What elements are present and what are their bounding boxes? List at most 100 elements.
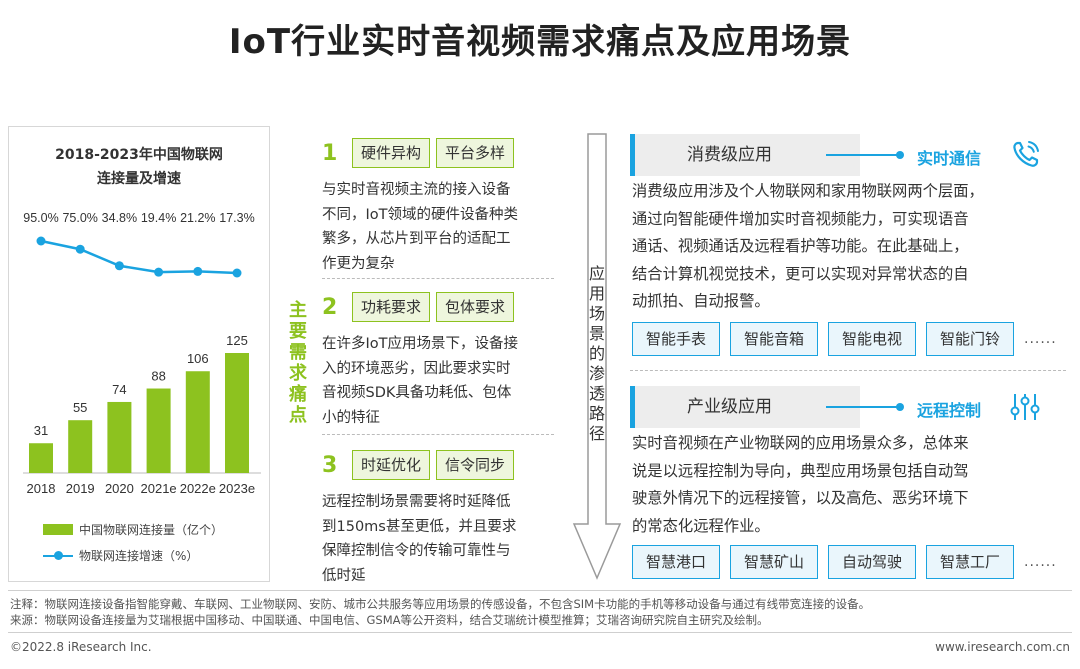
industrial-tag: 智慧矿山 xyxy=(730,545,818,579)
notes-rule xyxy=(8,590,1072,591)
pain-description: 在许多IoT应用场景下，设备接 入的环境恶劣，因此要求实时 音视频SDK具备功耗… xyxy=(318,332,556,430)
connector-dot xyxy=(896,403,904,411)
pain-tag: 平台多样 xyxy=(436,138,515,168)
bar xyxy=(146,388,171,473)
industrial-line: 驶意外情况下的远程接管，以及高危、恶劣环境下 xyxy=(632,489,969,508)
consumer-tag: 智能电视 xyxy=(828,322,916,356)
industrial-tag: 智慧工厂 xyxy=(926,545,1014,579)
industrial-tag: 自动驾驶 xyxy=(828,545,916,579)
pain-number: 1 xyxy=(322,140,338,166)
consumer-line: 消费级应用涉及个人物联网和家用物联网两个层面， xyxy=(632,182,984,200)
consumer-line: 动抓拍、自动报警。 xyxy=(632,292,770,311)
website: www.iresearch.com.cn xyxy=(935,640,1070,654)
x-tick-label: 2019 xyxy=(66,481,95,496)
bar-value-label: 125 xyxy=(226,333,248,348)
legend-line: 物联网连接增速（%） xyxy=(43,547,198,564)
consumer-tag: 智能音箱 xyxy=(730,322,818,356)
industrial-line: 实时音视频在产业物联网的应用场景众多，总体来 xyxy=(632,434,969,452)
connector-dot xyxy=(896,151,904,159)
pain-line: 小的特征 xyxy=(322,409,380,426)
arrow-label: 应用场景的渗透路径 xyxy=(588,264,605,443)
sliders-icon xyxy=(1010,391,1040,427)
more-ellipsis: ...... xyxy=(1024,331,1057,347)
source-line: 来源：物联网设备连接量为艾瑞根据中国移动、中国联通、中国电信、GSMA等公开资料… xyxy=(10,613,769,627)
industrial-line: 说是以远程控制为导向，典型应用场景包括自动驾 xyxy=(632,461,969,480)
pain-tag: 信令同步 xyxy=(436,450,515,480)
legend-bar-label: 中国物联网连接量（亿个） xyxy=(79,523,224,537)
x-tick-label: 2018 xyxy=(27,481,56,496)
legend-line-swatch xyxy=(43,550,73,560)
bar xyxy=(225,353,249,473)
legend-bar-swatch xyxy=(43,524,73,535)
industrial-tag: 智慧港口 xyxy=(632,545,720,579)
connector-line xyxy=(826,406,898,408)
x-tick-label: 2023e xyxy=(219,481,255,496)
pain-tag: 包体要求 xyxy=(436,292,515,322)
consumer-description: 消费级应用涉及个人物联网和家用物联网两个层面， 通过向智能硬件增加实时音视频能力… xyxy=(632,178,1062,316)
growth-value-label: 21.2% xyxy=(180,211,215,225)
divider xyxy=(322,434,554,435)
growth-point xyxy=(36,236,46,246)
consumer-tag: 智能手表 xyxy=(632,322,720,356)
growth-point xyxy=(114,261,124,271)
bar-value-label: 31 xyxy=(34,423,48,438)
x-tick-label: 2021e xyxy=(141,481,177,496)
phone-icon xyxy=(1010,138,1042,174)
chart-title-line2: 连接量及增速 xyxy=(97,171,181,187)
consumer-tag: 智能门铃 xyxy=(926,322,1014,356)
industrial-description: 实时音视频在产业物联网的应用场景众多，总体来 说是以远程控制为导向，典型应用场景… xyxy=(632,430,1062,540)
copyright: ©2022.8 iResearch Inc. xyxy=(10,640,152,654)
consumer-line: 结合计算机视觉技术，更可以实现对异常状态的自 xyxy=(632,264,969,283)
bar-value-label: 74 xyxy=(112,382,126,397)
pain-number: 3 xyxy=(322,452,338,478)
chart-panel: 2018-2023年中国物联网 连接量及增速 31 2018 55 2019 74 202… xyxy=(8,126,270,582)
pain-tag: 硬件异构 xyxy=(352,138,431,168)
pain-description: 与实时音视频主流的接入设备 不同，IoT领域的硬件设备种类 繁多，从芯片到平台的… xyxy=(318,178,556,276)
divider xyxy=(630,370,1066,371)
consumer-highlight: 实时通信 xyxy=(917,149,982,168)
growth-point xyxy=(232,268,242,278)
connector-line xyxy=(826,154,898,156)
chart-svg: 31 2018 55 2019 74 2020 88 2021e 106 2022e 125 2023… xyxy=(23,211,261,496)
industrial-heading: 产业级应用 xyxy=(630,386,860,428)
pain-line: 在许多IoT应用场景下，设备接 xyxy=(322,336,519,352)
consumer-line: 通话、视频通话及远程看护等功能。在此基础上， xyxy=(632,237,969,256)
bar xyxy=(68,420,93,473)
note-line: 注释：物联网连接设备指智能穿戴、车联网、工业物联网、安防、城市公共服务等应用场景… xyxy=(10,597,871,611)
consumer-heading: 消费级应用 xyxy=(630,134,860,176)
more-ellipsis: ...... xyxy=(1024,554,1057,570)
x-tick-label: 2020 xyxy=(105,481,134,496)
footer-rule xyxy=(8,632,1072,633)
growth-value-label: 17.3% xyxy=(219,211,254,225)
bar-value-label: 106 xyxy=(187,351,209,366)
growth-point xyxy=(154,267,164,277)
legend-line-label: 物联网连接增速（%） xyxy=(79,549,199,563)
pain-description: 远程控制场景需要将时延降低 到150ms甚至更低，并且要求 保障控制信令的传输可… xyxy=(318,490,556,588)
page-title: IoT行业实时音视频需求痛点及应用场景 xyxy=(228,22,852,62)
pain-point-2: 2 功耗要求 包体要求 在许多IoT应用场景下，设备接 入的环境恶劣，因此要求实… xyxy=(318,290,556,430)
pain-point-1: 1 硬件异构 平台多样 与实时音视频主流的接入设备 不同，IoT领域的硬件设备种… xyxy=(318,136,556,276)
pain-line: 繁多，从芯片到平台的适配工 xyxy=(322,231,511,247)
industrial-tags: 智慧港口 智慧矿山 自动驾驶 智慧工厂 ...... xyxy=(632,545,1057,579)
arrow-shape xyxy=(572,133,622,580)
pain-tag: 时延优化 xyxy=(352,450,431,480)
penetration-arrow: 应用场景的渗透路径 xyxy=(570,132,624,582)
growth-value-label: 75.0% xyxy=(62,211,97,225)
bar-value-label: 55 xyxy=(73,400,87,415)
pain-line: 音视频SDK具备功耗低、包体 xyxy=(322,385,512,401)
bar xyxy=(29,443,53,473)
growth-line xyxy=(40,239,238,275)
chart-title-line1: 2018-2023年中国物联网 xyxy=(55,147,223,163)
chart-title: 2018-2023年中国物联网 连接量及增速 xyxy=(9,143,269,191)
growth-point xyxy=(75,244,85,254)
growth-value-label: 34.8% xyxy=(102,211,137,225)
pain-tag: 功耗要求 xyxy=(352,292,431,322)
pain-line: 与实时音视频主流的接入设备 xyxy=(322,182,511,198)
industrial-line: 的常态化远程作业。 xyxy=(632,516,770,535)
consumer-tags: 智能手表 智能音箱 智能电视 智能门铃 ...... xyxy=(632,322,1057,356)
growth-value-label: 95.0% xyxy=(23,211,58,225)
consumer-line: 通过向智能硬件增加实时音视频能力，可实现语音 xyxy=(632,209,969,228)
pain-point-3: 3 时延优化 信令同步 远程控制场景需要将时延降低 到150ms甚至更低，并且要… xyxy=(318,448,556,588)
pain-line: 到150ms甚至更低，并且要求 xyxy=(322,518,517,535)
bar-value-label: 88 xyxy=(151,369,165,384)
